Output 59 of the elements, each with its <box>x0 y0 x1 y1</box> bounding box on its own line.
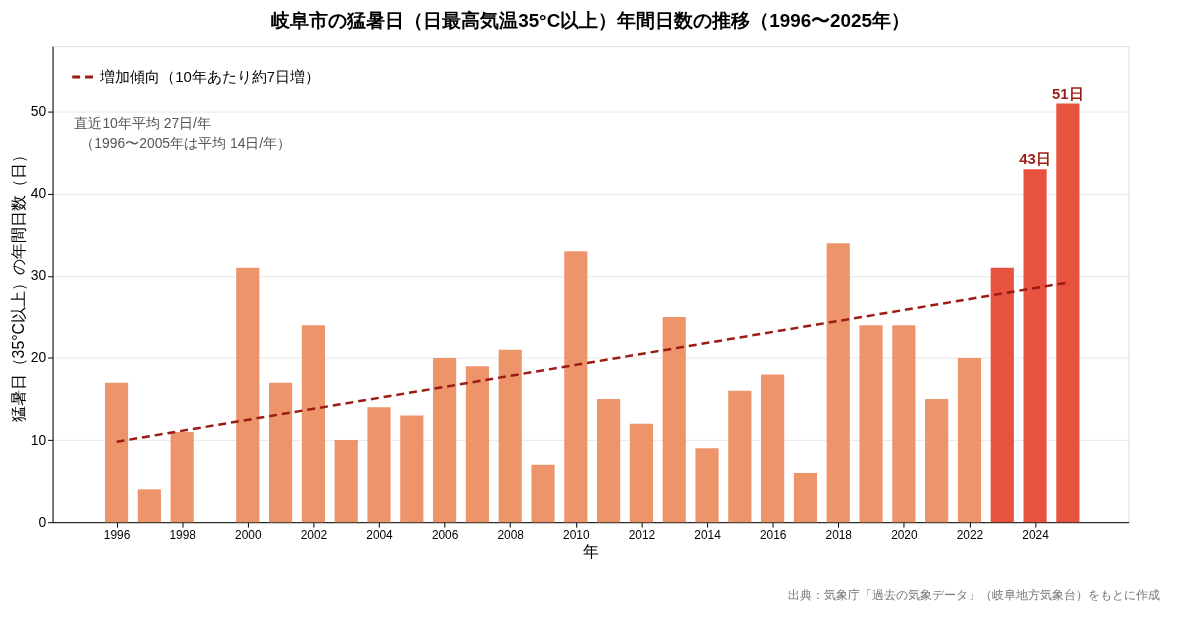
bar <box>629 423 654 523</box>
y-tick-label: 20 <box>30 349 47 366</box>
bar <box>104 382 129 523</box>
bar <box>695 448 719 523</box>
data-label: 51日 <box>1052 85 1084 102</box>
x-tick-label: 2012 <box>628 527 656 542</box>
bar <box>990 267 1014 523</box>
data-label: 43日 <box>1019 151 1051 168</box>
x-tick-label: 2006 <box>431 527 459 542</box>
bar <box>826 243 850 523</box>
x-tick-label: 2018 <box>825 527 853 542</box>
bar <box>137 489 161 523</box>
chart-title: 岐阜市の猛暑日（日最高気温35°C以上）年間日数の推移（1996〜2025年） <box>271 10 910 32</box>
x-tick-label: 2014 <box>694 527 722 542</box>
x-tick-label: 2016 <box>759 527 787 542</box>
x-tick-label: 2022 <box>956 527 984 542</box>
x-axis-title: 年 <box>583 543 600 561</box>
bar <box>301 325 325 523</box>
bar <box>662 317 686 523</box>
bar <box>892 325 916 523</box>
y-tick-label: 40 <box>30 185 47 202</box>
annotation: （1996〜2005年は平均 14日/年） <box>80 135 292 152</box>
bar <box>465 366 489 523</box>
x-tick-label: 2010 <box>563 527 590 542</box>
x-tick-label: 2020 <box>891 527 918 542</box>
x-tick-label: 2024 <box>1022 527 1050 542</box>
x-tick-label: 2002 <box>300 527 328 542</box>
x-tick-label: 1996 <box>103 527 131 542</box>
bar <box>761 374 785 523</box>
bar <box>334 440 358 523</box>
legend-label: 増加傾向（10年あたり約7日増） <box>99 68 320 85</box>
bar <box>170 431 194 523</box>
bar <box>367 407 391 523</box>
bar <box>1056 103 1080 523</box>
y-tick-label: 50 <box>30 103 47 120</box>
bar <box>957 358 982 523</box>
source-note: 出典：気象庁「過去の気象データ」（岐阜地方気象台）をもとに作成 <box>788 587 1161 602</box>
annotation: 直近10年平均 27日/年 <box>74 115 211 132</box>
y-axis-title: 猛暑日（35°C以上）の年間日数（日） <box>9 146 27 423</box>
bar <box>597 399 621 523</box>
bar <box>925 399 949 523</box>
bar <box>531 464 555 523</box>
y-tick-label: 0 <box>38 513 47 530</box>
x-tick-label: 1998 <box>169 527 197 542</box>
bar <box>400 415 424 523</box>
bar <box>728 390 752 523</box>
bar <box>859 325 883 523</box>
bar <box>564 251 588 523</box>
x-tick-label: 2004 <box>366 527 394 542</box>
bar <box>793 472 818 523</box>
bar <box>1023 169 1047 523</box>
y-tick-label: 10 <box>30 431 47 448</box>
x-tick-label: 2008 <box>497 527 525 542</box>
bar <box>498 349 522 523</box>
bar <box>269 382 293 523</box>
x-tick-label: 2000 <box>235 527 262 542</box>
bar <box>433 358 457 523</box>
bar <box>236 267 260 523</box>
y-tick-label: 30 <box>30 267 47 284</box>
